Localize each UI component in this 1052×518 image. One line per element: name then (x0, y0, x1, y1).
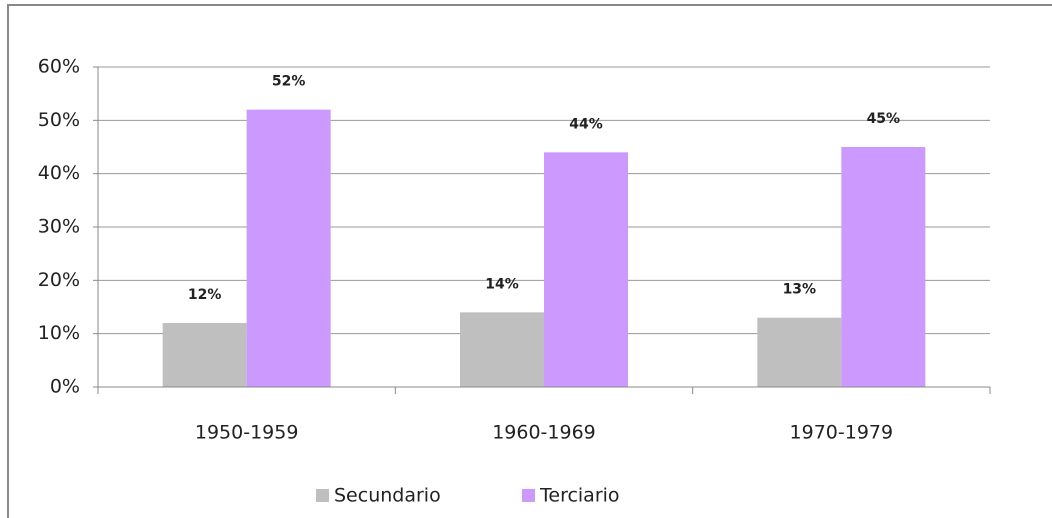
x-tick-label: 1960-1969 (492, 422, 596, 444)
bar (841, 147, 926, 387)
y-tick-label: 30% (38, 216, 80, 238)
value-label: 52% (272, 74, 306, 90)
y-tick-label: 10% (38, 322, 80, 344)
legend-marker (316, 489, 329, 502)
x-tick-label: 1970-1979 (790, 422, 894, 444)
bar (757, 317, 842, 387)
value-label: 44% (569, 116, 603, 132)
bar (544, 152, 628, 387)
y-tick-label: 0% (50, 376, 80, 398)
y-tick-label: 40% (38, 162, 80, 184)
legend-label: Terciario (539, 485, 620, 507)
bar (246, 109, 331, 388)
bar (162, 323, 247, 387)
value-label: 14% (485, 276, 519, 292)
value-label: 13% (783, 282, 817, 298)
chart-border (7, 4, 1052, 518)
y-tick-label: 60% (38, 56, 80, 78)
value-label: 12% (188, 287, 222, 303)
y-tick-label: 50% (38, 109, 80, 131)
legend-label: Secundario (334, 485, 441, 507)
y-tick-label: 20% (38, 269, 80, 291)
bar (460, 312, 544, 387)
value-label: 45% (867, 111, 901, 127)
x-tick-label: 1950-1959 (195, 422, 299, 444)
legend-marker (522, 489, 535, 502)
